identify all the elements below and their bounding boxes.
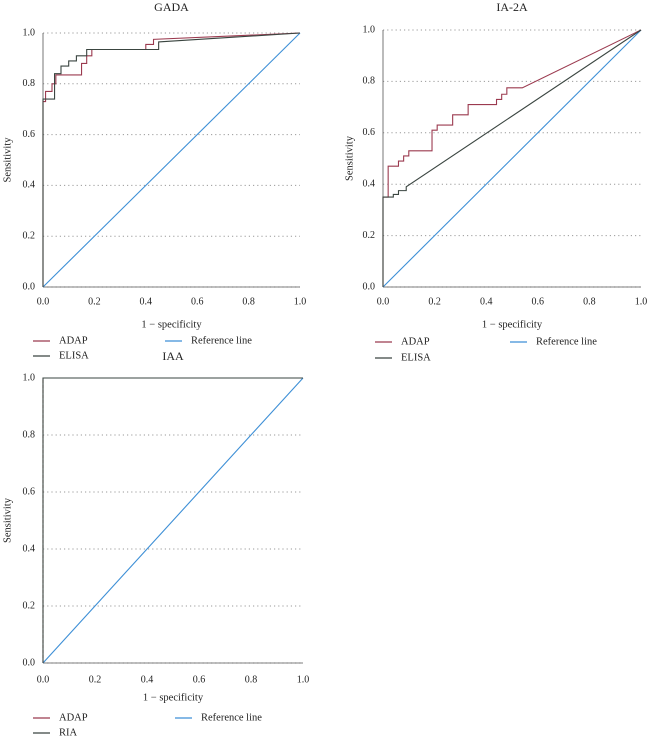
ia-2a-x-tick-label: 0.2 [428, 296, 441, 307]
ia-2a-y-tick-label: 1.0 [363, 24, 376, 35]
gada-x-tick-label: 0.8 [242, 296, 255, 307]
iaa-legend-label-reference-line: Reference line [201, 712, 262, 723]
iaa-legend-label-adap: ADAP [59, 712, 88, 723]
gada-y-tick-label: 0.8 [23, 78, 36, 89]
gada-y-tick-label: 0.2 [23, 230, 36, 241]
ia-2a-legend-label-adap: ADAP [401, 336, 430, 347]
ia-2a-y-tick-label: 0.4 [363, 178, 376, 189]
gada-legend-label-adap: ADAP [59, 335, 88, 346]
ia-2a-legend-label-reference-line: Reference line [536, 336, 597, 347]
iaa-legend-label-ria: RIA [59, 727, 78, 736]
ia-2a-series-reference-line [382, 29, 642, 288]
gada-x-tick-label: 0.6 [191, 296, 204, 307]
iaa-y-tick-label: 0.2 [23, 600, 36, 611]
iaa-chart-title: IAA [162, 349, 184, 363]
iaa-y-tick-label: 0.0 [23, 657, 36, 668]
iaa-x-tick-label: 1.0 [297, 674, 310, 685]
gada-series-elisa [42, 32, 301, 287]
ia-2a-x-tick-label: 1.0 [635, 296, 648, 307]
iaa-series-reference-line [42, 377, 304, 664]
gada-y-tick-label: 0.4 [23, 180, 36, 191]
ia-2a-y-tick-label: 0.8 [363, 76, 376, 87]
gada-x-axis-label: 1 − specificity [141, 319, 202, 330]
iaa-y-tick-label: 0.6 [23, 486, 36, 497]
gada-y-axis-label: Sensitivity [2, 137, 13, 183]
ia-2a-y-tick-label: 0.2 [363, 230, 376, 241]
iaa-x-tick-label: 0.6 [193, 674, 206, 685]
iaa-y-tick-label: 0.8 [23, 429, 36, 440]
ia-2a-series-adap [382, 29, 642, 287]
gada-y-tick-label: 0.6 [23, 129, 36, 140]
ia-2a-x-tick-label: 0.0 [377, 296, 390, 307]
iaa-x-tick-label: 0.8 [245, 674, 258, 685]
ia-2a-x-tick-label: 0.6 [532, 296, 545, 307]
gada-x-tick-label: 0.0 [37, 296, 50, 307]
iaa-y-axis-label: Sensitivity [2, 497, 13, 543]
gada-x-tick-label: 0.2 [88, 296, 101, 307]
iaa-x-axis-label: 1 − specificity [143, 692, 204, 703]
ia-2a-y-tick-label: 0.6 [363, 127, 376, 138]
gada-x-tick-label: 1.0 [294, 296, 307, 307]
iaa-y-tick-label: 0.4 [23, 543, 36, 554]
iaa-x-tick-label: 0.0 [37, 674, 50, 685]
ia-2a-x-tick-label: 0.4 [480, 296, 493, 307]
ia-2a-legend-label-elisa: ELISA [401, 352, 431, 363]
gada-legend-label-reference-line: Reference line [191, 335, 252, 346]
gada-y-tick-label: 1.0 [23, 27, 36, 38]
iaa-y-tick-label: 1.0 [23, 372, 36, 383]
ia-2a-chart-title: IA-2A [496, 0, 528, 14]
gada-series-reference-line [42, 32, 301, 288]
gada-legend-label-elisa: ELISA [59, 350, 89, 361]
iaa-x-tick-label: 0.2 [89, 674, 102, 685]
ia-2a-x-axis-label: 1 − specificity [482, 319, 543, 330]
ia-2a-x-tick-label: 0.8 [583, 296, 596, 307]
ia-2a-series-elisa [382, 29, 642, 287]
gada-chart-title: GADA [154, 0, 189, 14]
gada-y-tick-label: 0.0 [23, 281, 36, 292]
iaa-x-tick-label: 0.4 [141, 674, 154, 685]
gada-x-tick-label: 0.4 [140, 296, 153, 307]
ia-2a-y-tick-label: 0.0 [363, 281, 376, 292]
ia-2a-y-axis-label: Sensitivity [344, 135, 355, 181]
gada-series-adap [42, 32, 301, 287]
iaa-series-ria [42, 377, 303, 663]
